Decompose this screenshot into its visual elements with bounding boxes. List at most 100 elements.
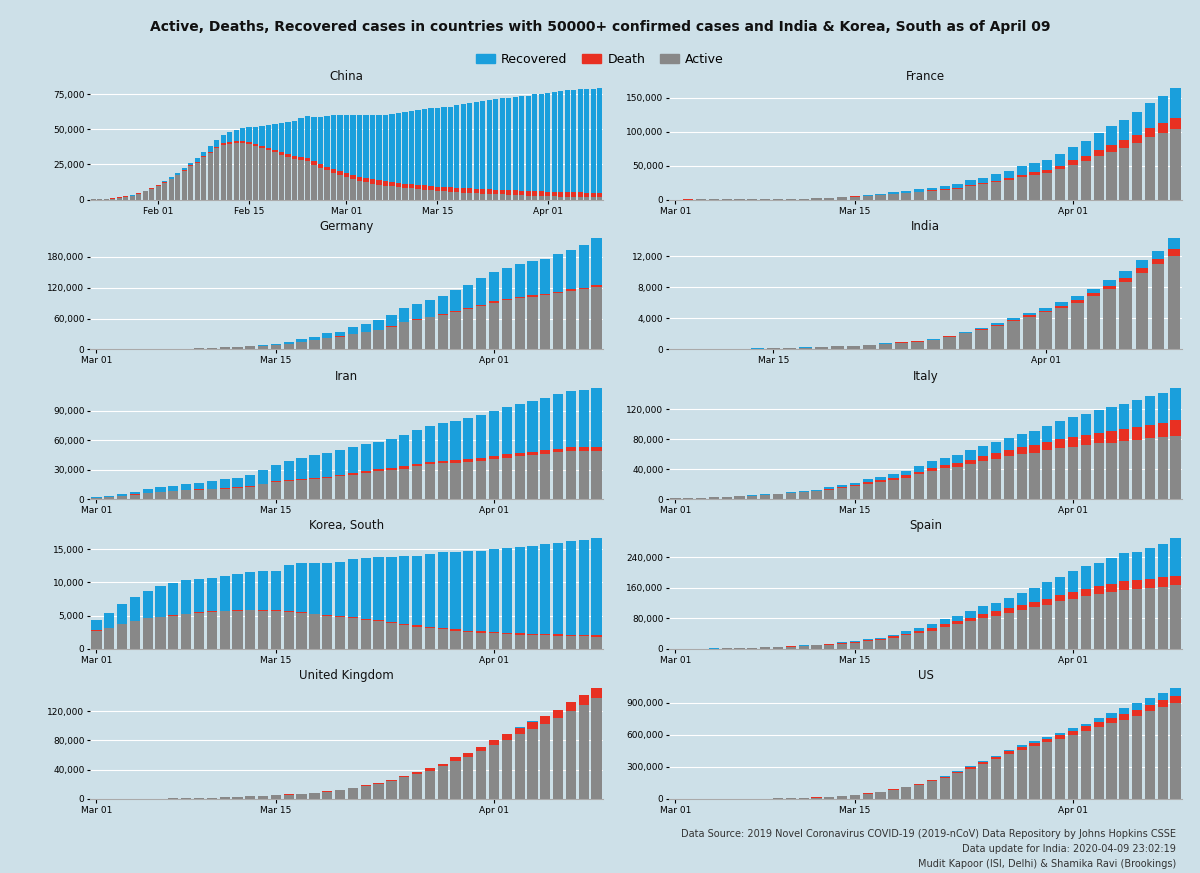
Bar	[283, 481, 294, 499]
Bar	[1003, 438, 1014, 450]
Bar	[953, 455, 962, 463]
Bar	[227, 144, 233, 200]
Bar	[162, 182, 167, 200]
Bar	[798, 492, 809, 499]
Bar	[1170, 697, 1181, 703]
Bar	[487, 189, 492, 194]
Bar	[1158, 123, 1168, 134]
Bar	[926, 781, 937, 799]
Bar	[402, 188, 408, 200]
Bar	[1132, 704, 1142, 711]
Bar	[540, 545, 551, 634]
Bar	[463, 632, 474, 649]
Bar	[965, 186, 976, 200]
Bar	[296, 480, 307, 499]
Bar	[467, 189, 473, 193]
Bar	[838, 643, 847, 649]
Bar	[1170, 119, 1181, 129]
Bar	[1145, 137, 1156, 200]
Bar	[1055, 166, 1066, 169]
Bar	[206, 578, 217, 611]
Bar	[488, 457, 499, 459]
Bar	[592, 447, 601, 451]
Bar	[592, 637, 601, 649]
Bar	[271, 611, 281, 649]
Bar	[578, 695, 589, 705]
Bar	[1087, 293, 1100, 296]
Bar	[214, 140, 220, 147]
Bar	[540, 295, 551, 349]
Bar	[361, 558, 371, 619]
Bar	[412, 556, 422, 625]
Bar	[888, 474, 899, 478]
Bar	[578, 705, 589, 799]
Bar	[116, 604, 127, 624]
Bar	[476, 457, 486, 461]
Bar	[1003, 753, 1014, 799]
Bar	[383, 182, 388, 186]
Bar	[1068, 728, 1078, 731]
Bar	[335, 617, 346, 649]
Bar	[953, 622, 962, 624]
Bar	[1158, 544, 1168, 577]
Bar	[364, 115, 368, 178]
Bar	[1007, 320, 1020, 321]
Bar	[901, 636, 911, 649]
Bar	[194, 348, 204, 349]
Bar	[220, 611, 229, 649]
Bar	[364, 182, 368, 200]
Bar	[533, 196, 538, 200]
Bar	[428, 108, 433, 186]
Bar	[245, 347, 256, 349]
Bar	[502, 300, 512, 349]
Bar	[493, 194, 498, 200]
Bar	[502, 268, 512, 299]
Bar	[863, 642, 872, 649]
Bar	[480, 100, 486, 189]
Bar	[240, 141, 245, 143]
Bar	[1003, 750, 1014, 751]
Bar	[540, 258, 551, 293]
Bar	[438, 296, 448, 314]
Bar	[965, 622, 976, 649]
Bar	[194, 158, 199, 162]
Bar	[1145, 396, 1156, 425]
Bar	[331, 115, 336, 169]
Bar	[143, 191, 148, 200]
Bar	[566, 702, 576, 711]
Bar	[545, 93, 551, 191]
Bar	[377, 181, 382, 184]
Bar	[461, 104, 466, 188]
Bar	[383, 114, 388, 182]
Bar	[335, 477, 346, 499]
Bar	[499, 98, 505, 189]
Bar	[965, 768, 976, 799]
Bar	[1043, 599, 1052, 604]
Bar	[425, 462, 434, 464]
Bar	[1024, 315, 1036, 317]
Bar	[400, 322, 409, 349]
Bar	[286, 122, 290, 155]
Bar	[553, 452, 563, 499]
Bar	[373, 620, 384, 622]
Bar	[1030, 431, 1039, 445]
Bar	[1043, 173, 1052, 200]
Bar	[312, 162, 317, 165]
Bar	[227, 142, 233, 144]
Bar	[578, 287, 589, 290]
Bar	[928, 340, 940, 349]
Bar	[502, 455, 512, 457]
Bar	[442, 187, 446, 191]
Bar	[348, 788, 358, 799]
Bar	[463, 630, 474, 632]
Bar	[1016, 177, 1027, 200]
Bar	[1043, 443, 1052, 450]
Bar	[400, 777, 409, 799]
Bar	[373, 442, 384, 469]
Bar	[409, 189, 414, 200]
Bar	[1158, 700, 1168, 707]
Bar	[271, 482, 281, 499]
Bar	[425, 426, 434, 462]
Bar	[527, 261, 538, 295]
Bar	[296, 794, 307, 799]
